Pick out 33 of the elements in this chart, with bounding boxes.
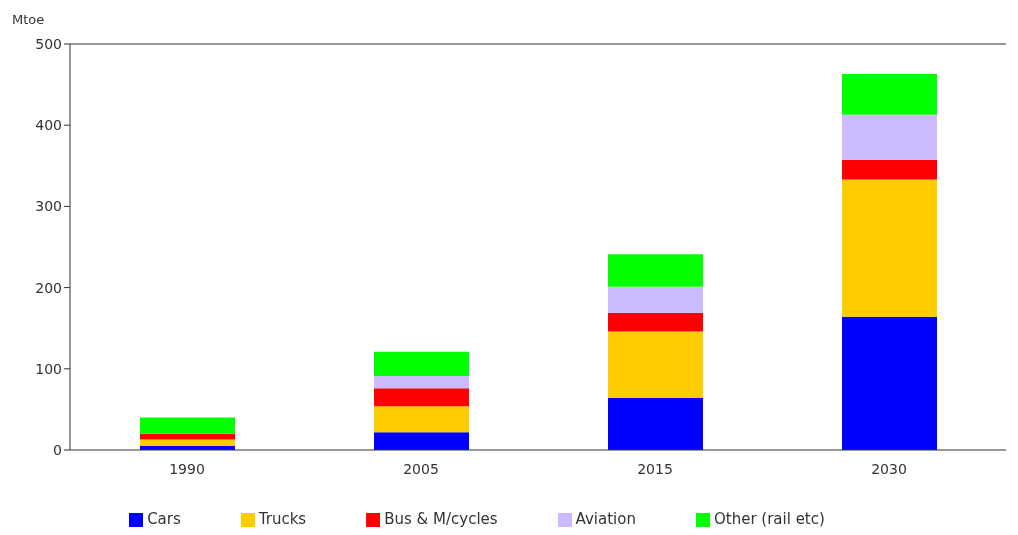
bar: [608, 286, 703, 313]
bar: [608, 398, 703, 450]
x-tick-label: 1990: [169, 460, 205, 477]
y-axis-title: Mtoe: [12, 12, 45, 27]
bar: [608, 331, 703, 399]
bar: [608, 254, 703, 287]
bar: [140, 439, 235, 446]
y-tick-label: 200: [35, 279, 62, 296]
x-tick-label: 2015: [637, 460, 673, 477]
bar: [842, 179, 937, 317]
legend-label: Cars: [147, 510, 181, 528]
bar: [374, 376, 469, 389]
x-tick-label: 2005: [403, 460, 439, 477]
y-tick-label: 400: [35, 117, 62, 134]
bar: [842, 316, 937, 450]
y-tick-label: 0: [53, 441, 62, 458]
bar: [374, 388, 469, 407]
bar: [374, 406, 469, 433]
legend-label: Aviation: [575, 510, 636, 528]
x-tick-label: 2030: [871, 460, 907, 477]
legend-label: Other (rail etc): [713, 510, 825, 528]
y-tick-label: 500: [35, 35, 62, 52]
bar: [842, 74, 937, 115]
bar: [842, 114, 937, 161]
bar: [374, 351, 469, 377]
bar: [140, 417, 235, 434]
bar: [374, 432, 469, 450]
bar: [608, 312, 703, 332]
bar: [842, 160, 937, 180]
y-tick-label: 300: [35, 198, 62, 215]
legend-label: Bus & M/cycles: [384, 510, 498, 528]
y-tick-label: 100: [35, 360, 62, 377]
legend-label: Trucks: [258, 510, 307, 528]
